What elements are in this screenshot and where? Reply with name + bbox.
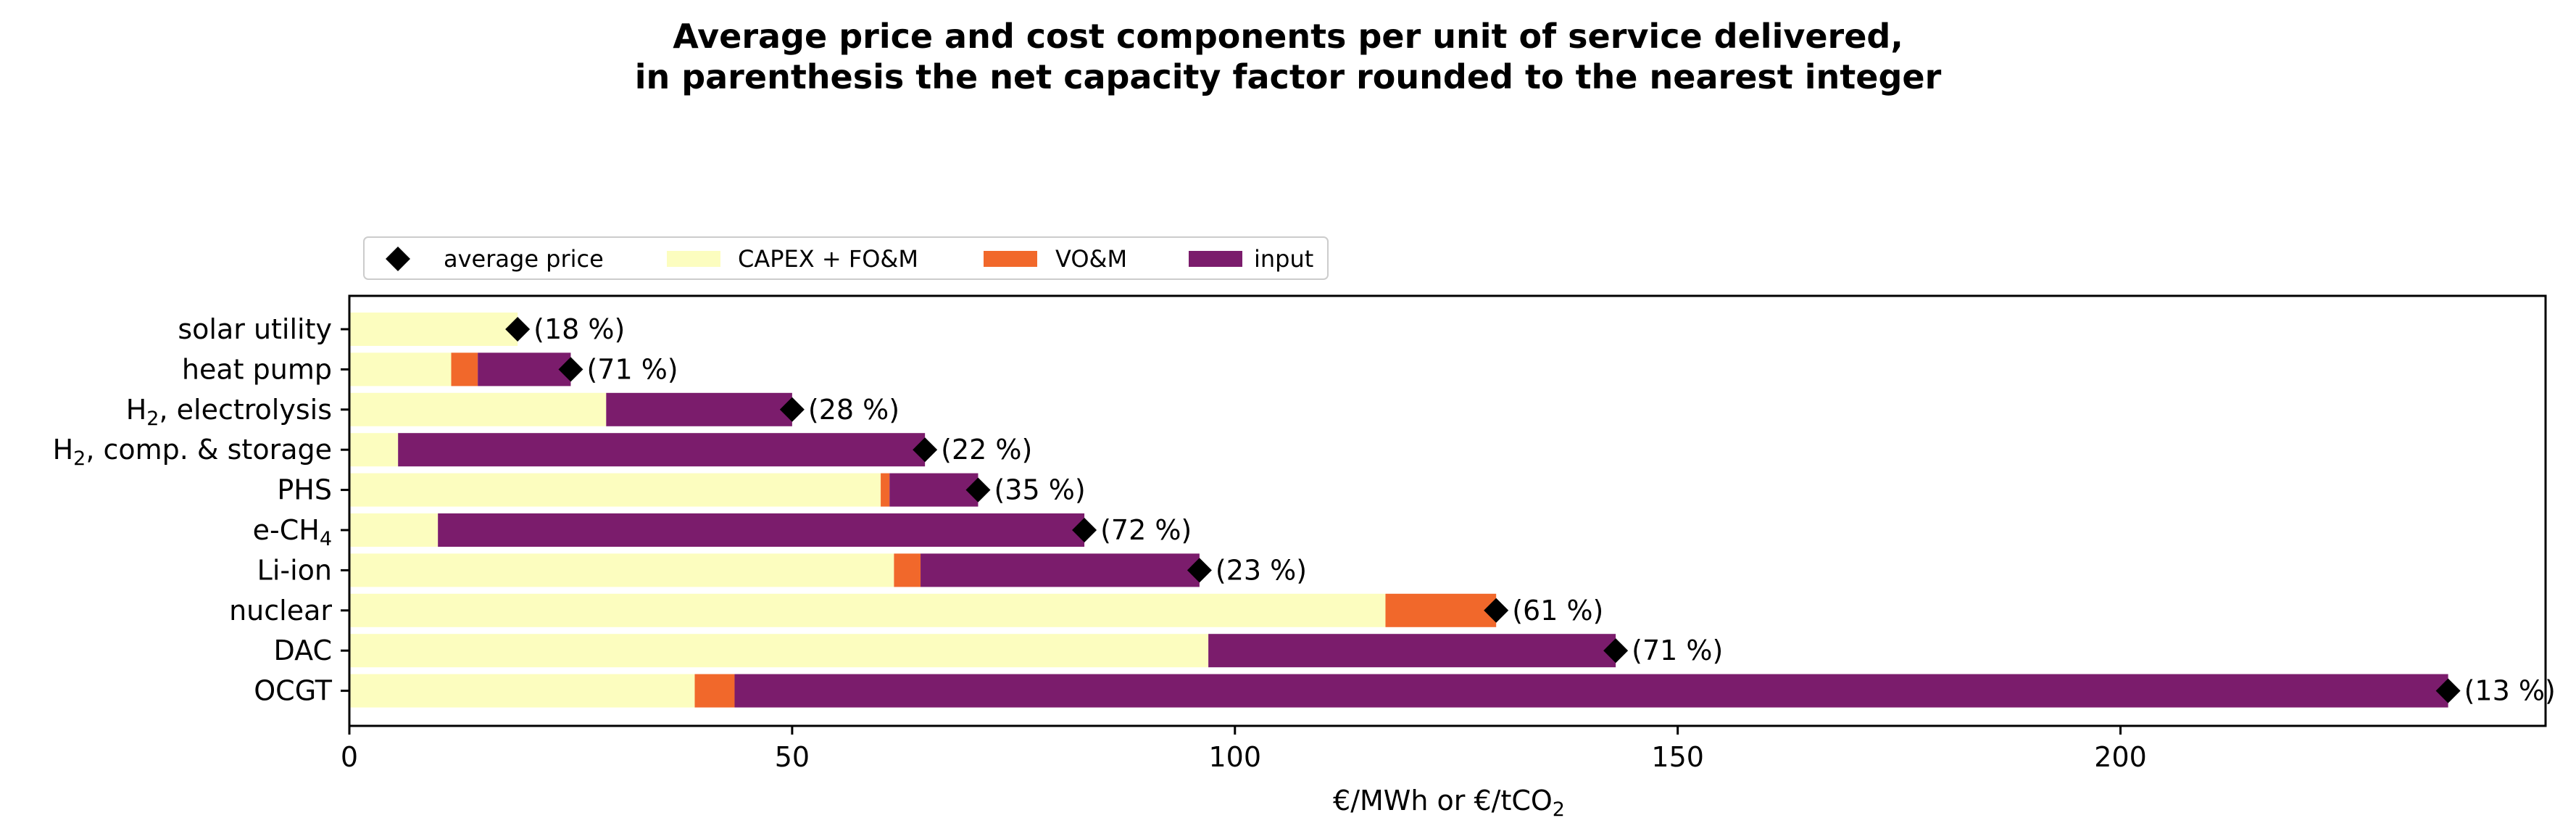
capacity-factor-label-7: (61 %) [1512,595,1603,627]
bar-capex-0 [349,313,518,346]
bar-vom-7 [1385,593,1497,627]
legend-swatch-capex [667,251,720,267]
legend-frame [363,236,1329,280]
price-markers [505,317,2461,703]
y-tick-label-7: nuclear [229,595,332,627]
capacity-factor-label-9: (13 %) [2464,675,2556,707]
capacity-factor-label-4: (35 %) [994,474,1085,506]
x-tick-label-4: 200 [2094,741,2147,773]
bar-capex-3 [349,433,399,467]
bar-input-1 [478,352,571,387]
bar-input-4 [889,473,979,507]
bar-capex-9 [349,674,695,708]
price-marker-8 [1603,638,1629,664]
legend-label-input: input [1254,245,1313,273]
y-tick-label-2: H2, electrolysis [126,394,332,430]
y-tick-label-0: solar utility [178,313,332,345]
bar-vom-1 [451,352,478,387]
capacity-factor-label-1: (71 %) [586,353,678,385]
bar-input-8 [1208,634,1616,668]
chart-title-line-2: in parenthesis the net capacity factor r… [635,57,1942,96]
legend-marker-average-price [386,247,410,271]
y-tick-label-post-2: , electrolysis [159,394,332,426]
capacity-factor-label-5: (72 %) [1100,514,1192,546]
legend: average price CAPEX + FO&M VO&M input [363,236,1329,280]
bar-vom-9 [694,674,735,708]
legend-swatch-vom [984,251,1037,267]
y-tick-label-4: PHS [277,474,332,506]
plot-frame [348,294,2547,727]
bar-capex-7 [349,593,1386,627]
y-tick-label-main-5: e-CH [253,514,320,546]
y-tick-label-main-2: H [126,394,147,426]
capacity-factor-label-8: (71 %) [1632,635,1723,666]
bar-input-5 [438,513,1085,547]
bar-vom-4 [881,473,890,507]
x-axis-label-subscript: 2 [1553,798,1565,821]
x-tick-label-0: 0 [341,741,358,773]
bar-capex-1 [349,352,452,387]
price-marker-1 [558,357,583,382]
bars-layer [349,313,2448,708]
bar-capex-8 [349,634,1209,668]
capacity-factor-labels: (18 %) (71 %) (28 %) (22 %) (35 %) (72 %) (23 … [533,313,2556,707]
y-tick-label-sub-2: 2 [146,408,159,430]
legend-label-capex: CAPEX + FO&M [738,245,918,273]
bar-input-3 [398,433,926,467]
y-tick-label-main-0: solar utility [178,313,332,345]
y-tick-label-9: OCGT [254,675,333,707]
legend-label-average-price: average price [444,245,604,273]
y-tick-label-main-7: nuclear [229,595,332,627]
x-axis-label-main: €/MWh or €/tCO [1333,785,1553,817]
price-marker-0 [505,317,531,342]
price-marker-7 [1484,598,1509,623]
y-tick-label-main-9: OCGT [254,675,333,707]
price-marker-6 [1187,558,1212,583]
x-tick-label-3: 150 [1651,741,1704,773]
y-tick-label-8: DAC [274,635,332,666]
capacity-factor-label-3: (22 %) [941,434,1032,466]
y-tick-label-6: Li-ion [257,554,332,586]
bar-capex-2 [349,392,607,426]
y-tick-label-5: e-CH4 [253,514,332,550]
price-marker-9 [2435,678,2461,703]
x-ticks: 0 50 100 150 200 [341,726,2147,773]
y-tick-label-main-8: DAC [274,635,332,666]
bar-vom-6 [894,553,921,587]
legend-label-vom: VO&M [1055,245,1127,273]
y-tick-label-main-4: PHS [277,474,332,506]
y-tick-label-main-1: heat pump [182,353,332,385]
y-tick-label-sub-3: 2 [73,447,86,470]
chart-title-line-1: Average price and cost components per un… [673,17,1903,56]
x-tick-label-2: 100 [1209,741,1262,773]
x-tick-label-1: 50 [775,741,810,773]
bar-capex-6 [349,553,894,587]
bar-input-2 [606,392,792,426]
x-axis-label: €/MWh or €/tCO2 [1333,785,1565,821]
capacity-factor-label-0: (18 %) [533,313,625,345]
y-tick-label-main-6: Li-ion [257,554,332,586]
bar-input-6 [921,553,1200,587]
bar-input-9 [734,674,2448,708]
y-tick-label-main-3: H [53,434,74,466]
price-marker-2 [779,397,805,422]
y-tick-label-sub-5: 4 [320,528,332,550]
y-tick-label-1: heat pump [182,353,332,385]
y-tick-label-3: H2, comp. & storage [53,434,332,470]
capacity-factor-label-6: (23 %) [1216,554,1307,586]
bar-capex-4 [349,473,881,507]
y-tick-label-post-3: , comp. & storage [86,434,332,466]
price-marker-5 [1072,518,1097,542]
capacity-factor-label-2: (28 %) [808,394,899,426]
legend-swatch-input [1189,251,1242,267]
price-marker-3 [913,437,938,463]
bar-capex-5 [349,513,439,547]
price-marker-4 [965,477,991,503]
